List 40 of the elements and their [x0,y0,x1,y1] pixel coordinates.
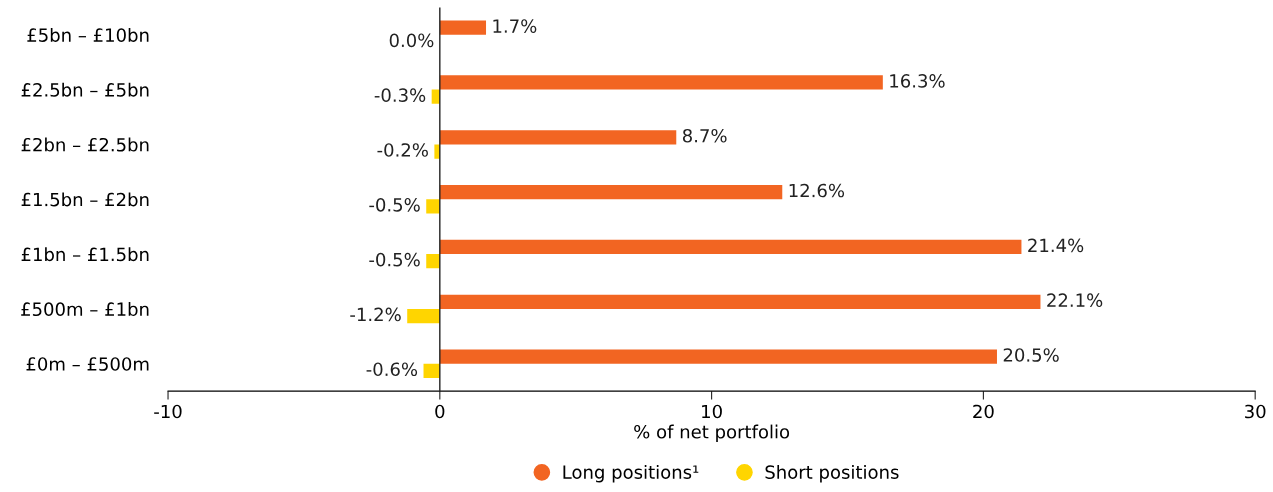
data-label: -0.2% [377,143,428,157]
y-tick-label: £2bn – £2.5bn [21,137,149,152]
data-label: 12.6% [789,183,845,198]
y-tick-label: £1bn – £1.5bn [21,247,149,262]
data-label: 22.1% [1047,293,1103,308]
y-tick-label: £5bn – £10bn [27,27,149,42]
data-label: -0.6% [366,362,418,377]
bar [407,308,440,324]
y-tick-label: £0m – £500m [26,357,149,371]
legend-label: Short positions [765,464,899,483]
bar [439,294,1041,309]
x-tick-label: -10 [154,404,182,419]
bar [439,75,883,90]
x-tick-label: 30 [1245,404,1266,419]
x-axis-title: % of net portfolio [634,424,790,443]
data-label: -0.5% [369,197,420,212]
y-tick-label: £500m – £1bn [21,302,149,317]
x-tick-label: 10 [702,404,722,419]
data-label: 20.5% [1003,348,1059,362]
data-label: -1.2% [350,307,401,322]
bar [439,130,677,145]
bar [426,254,440,269]
bar [439,185,783,200]
x-tick-label: 20 [973,404,994,419]
y-tick-label: £1.5bn – £2bn [21,192,149,207]
legend-label: Long positions¹ [563,464,699,483]
data-label: 16.3% [890,74,945,88]
bar [423,363,440,378]
data-label: -0.3% [374,88,426,102]
data-label: 21.4% [1028,238,1084,253]
bar [439,349,997,364]
bar [439,239,1022,255]
bar [439,20,487,35]
data-label: 0.0% [389,33,434,48]
data-label: 1.7% [493,19,537,33]
bar [426,199,440,214]
y-tick-label: £2.5bn – £5bn [21,82,149,97]
data-label: -0.5% [369,252,420,267]
x-tick-label: 0 [435,404,445,419]
data-label: 8.7% [682,128,727,143]
